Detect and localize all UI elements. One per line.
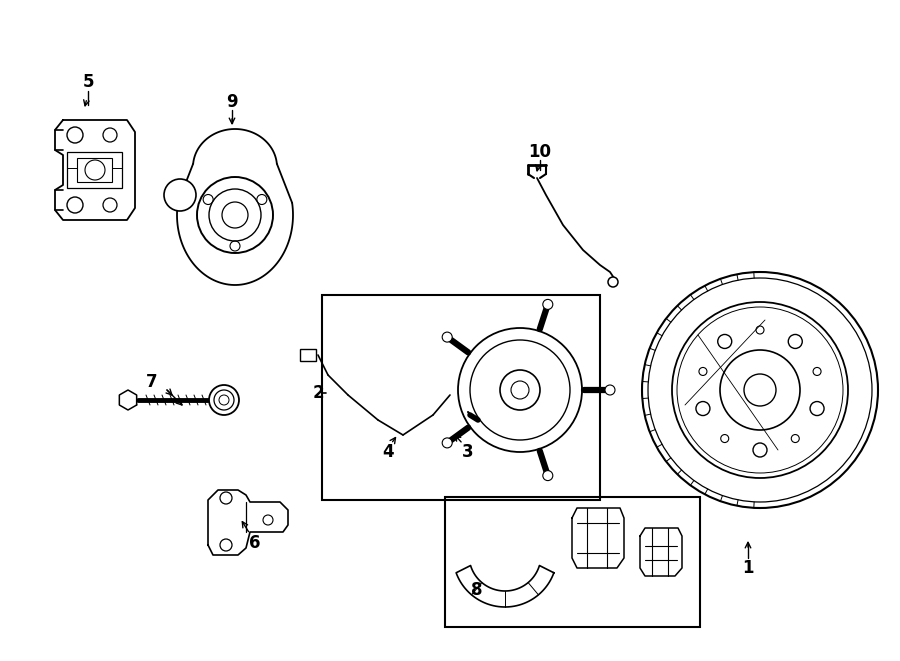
- Circle shape: [608, 277, 618, 287]
- Text: 1: 1: [742, 559, 754, 577]
- Bar: [67, 152, 122, 188]
- Text: 9: 9: [226, 93, 238, 111]
- Circle shape: [164, 179, 196, 211]
- Bar: [300, 349, 316, 361]
- Circle shape: [543, 299, 553, 309]
- Text: 7: 7: [146, 373, 158, 391]
- Text: 4: 4: [382, 443, 394, 461]
- Circle shape: [442, 438, 452, 448]
- Circle shape: [605, 385, 615, 395]
- Bar: [322, 295, 600, 500]
- Text: 2: 2: [312, 384, 324, 402]
- Text: 10: 10: [528, 143, 552, 161]
- Text: 5: 5: [82, 73, 94, 91]
- Bar: [77, 158, 112, 182]
- Circle shape: [543, 471, 553, 481]
- Circle shape: [209, 385, 239, 415]
- Circle shape: [442, 332, 452, 342]
- Text: 6: 6: [249, 534, 261, 552]
- Text: 3: 3: [463, 443, 473, 461]
- Text: 8: 8: [472, 581, 482, 599]
- Bar: [445, 497, 700, 627]
